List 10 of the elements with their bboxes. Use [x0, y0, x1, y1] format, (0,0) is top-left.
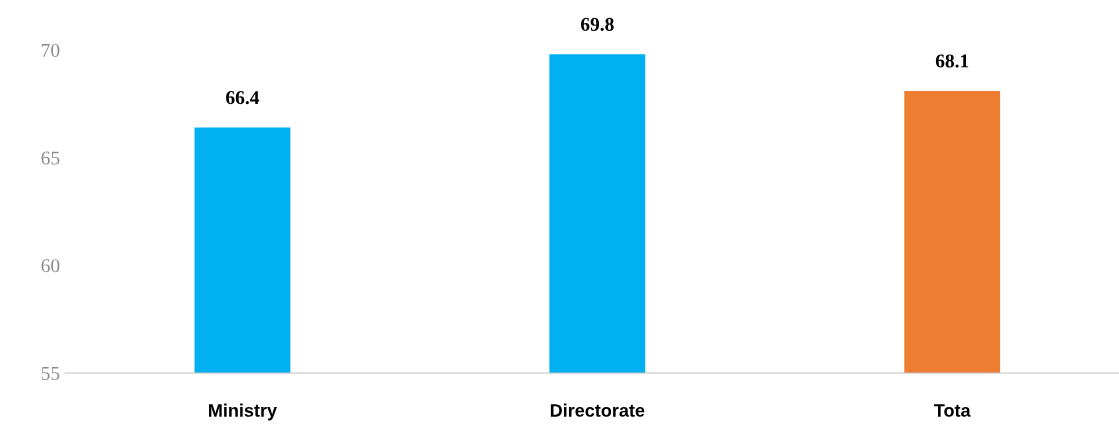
- data-label: 66.4: [226, 91, 260, 105]
- data-label: 69.8: [580, 17, 614, 31]
- y-tick-label: 60: [41, 259, 60, 273]
- y-tick-label: 70: [41, 43, 60, 57]
- x-tick-label: Tota: [934, 404, 971, 417]
- data-label: 68.1: [935, 54, 969, 68]
- y-tick-label: 65: [41, 151, 60, 165]
- x-tick-label: Directorate: [550, 403, 645, 417]
- x-tick-label: Ministry: [209, 403, 277, 421]
- y-tick-label: 55: [41, 367, 60, 380]
